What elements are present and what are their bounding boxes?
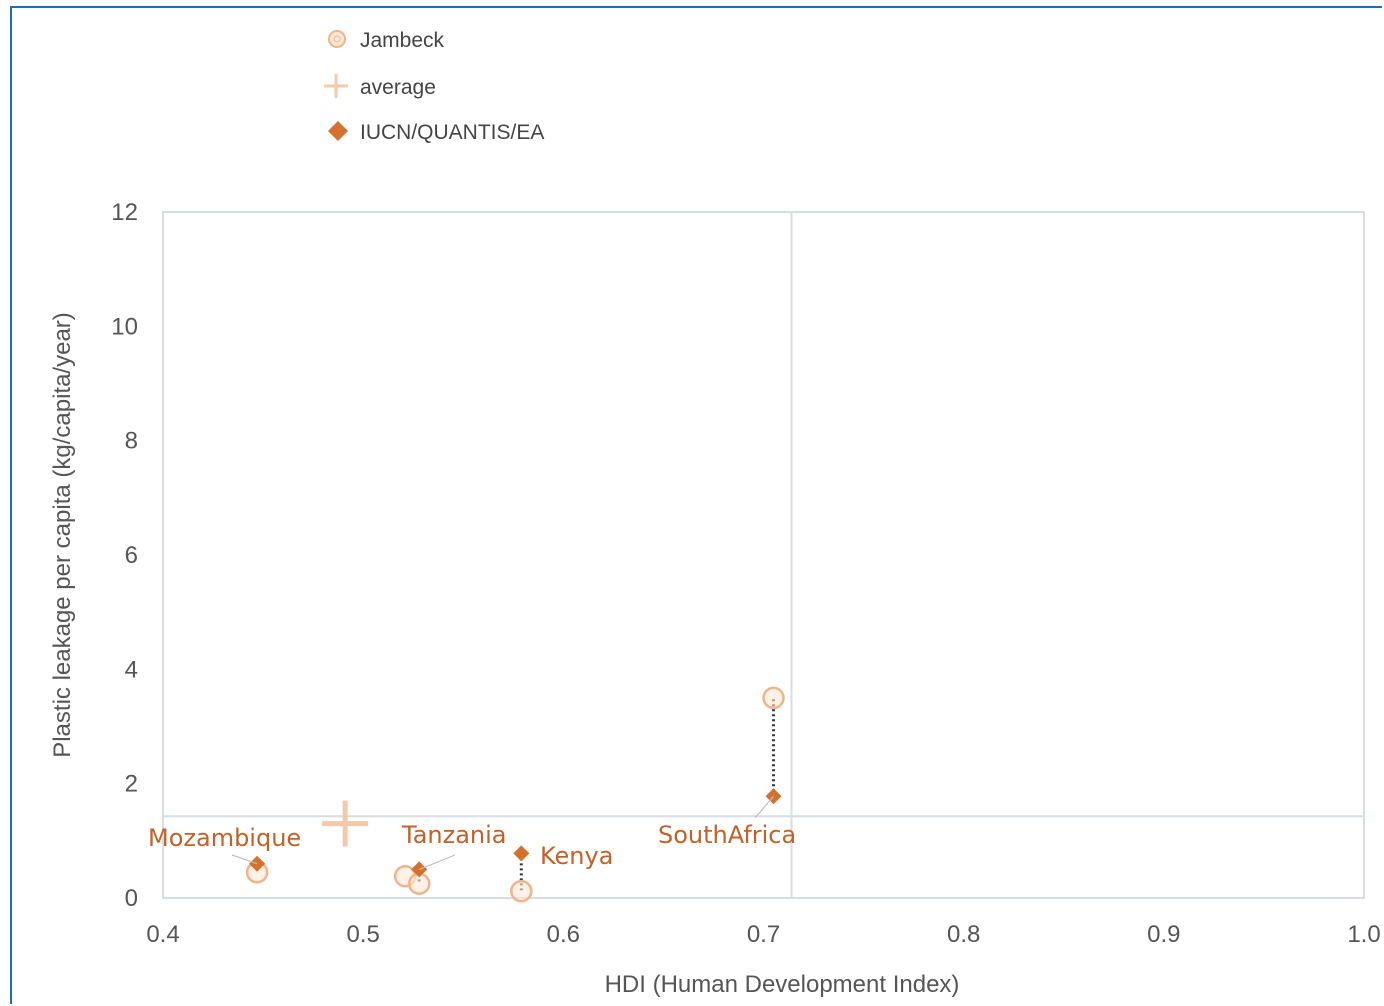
x-tick-label: 0.5 <box>346 921 379 948</box>
legend-jambeck-label: Jambeck <box>360 29 445 52</box>
x-tick-label: 0.8 <box>947 921 980 948</box>
average-point <box>322 800 369 847</box>
country-label-tanzania: Tanzania <box>401 821 507 849</box>
y-tick-label: 12 <box>111 199 138 226</box>
legend-iucn-label: IUCN/QUANTIS/EA <box>360 121 544 144</box>
y-tick-label: 0 <box>125 885 138 912</box>
x-tick-label: 0.6 <box>547 921 580 948</box>
label-leader-line <box>418 854 456 870</box>
legend-average-label: average <box>360 76 436 99</box>
jambeck-point <box>510 879 533 903</box>
y-tick-label: 6 <box>125 542 138 569</box>
chart-frame <box>10 6 1382 1004</box>
label-leader-line <box>754 795 774 819</box>
x-tick-label: 0.9 <box>1147 921 1180 948</box>
label-leader-line <box>231 854 258 865</box>
plot-area <box>162 211 1365 899</box>
x-axis-title: HDI (Human Development Index) <box>605 971 960 998</box>
country-label-kenya: Kenya <box>540 842 613 870</box>
y-tick-label: 8 <box>125 428 138 455</box>
legend-average-marker <box>324 74 348 98</box>
country-label-mozambique: Mozambique <box>148 824 301 852</box>
connector-lines <box>255 697 776 892</box>
reference-lines <box>163 212 1364 898</box>
legend-iucn-marker <box>328 121 348 141</box>
y-axis-ticks: 0 2 4 6 8 10 12 <box>111 199 138 912</box>
x-tick-label: 0.4 <box>146 921 179 948</box>
x-axis-ticks: 0.4 0.5 0.6 0.7 0.8 0.9 1.0 <box>146 921 1380 948</box>
x-tick-label: 1.0 <box>1347 921 1380 948</box>
iucn-point <box>513 845 530 862</box>
x-tick-label: 0.7 <box>747 921 780 948</box>
legend: Jambeck average IUCN/QUANTIS/EA <box>324 29 544 144</box>
y-tick-label: 10 <box>111 313 138 340</box>
y-tick-label: 2 <box>125 771 138 798</box>
legend-jambeck-marker <box>328 30 346 48</box>
data-marks <box>245 686 785 903</box>
country-labels: Mozambique Tanzania Kenya SouthAfrica <box>148 795 796 870</box>
y-axis-title: Plastic leakage per capita (kg/capita/ye… <box>49 312 76 758</box>
country-label-southafrica: SouthAfrica <box>658 821 796 849</box>
y-tick-label: 4 <box>125 656 138 683</box>
jambeck-point <box>762 686 785 710</box>
